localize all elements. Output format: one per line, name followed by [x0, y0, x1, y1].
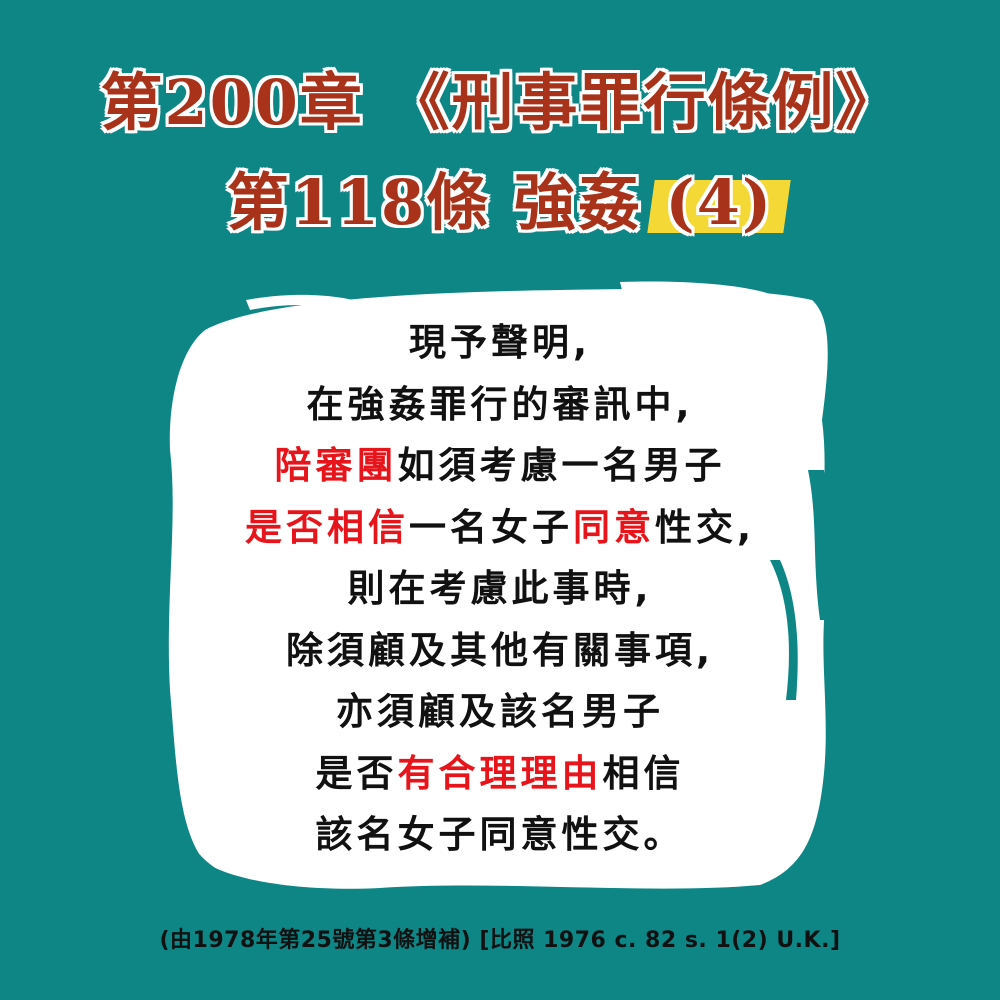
title-part-number: (4): [665, 166, 774, 239]
statement-line: 除須顧及其他有關事項,: [180, 620, 820, 682]
title-line-1: 第200章 《刑事罪行條例》: [100, 66, 900, 139]
statement-line: 則在考慮此事時,: [180, 558, 820, 620]
statement-text: 性交,: [654, 505, 756, 549]
statement-line: 是否有合理理由相信: [180, 743, 820, 805]
statement-text: 該名女子同意性交。: [315, 813, 685, 856]
statement-line: 是否相信一名女子同意性交,: [180, 497, 820, 559]
statement-line: 該名女子同意性交。: [180, 804, 820, 866]
statement-text: 則在考慮此事時,: [347, 567, 653, 610]
emphasis-text: 陪審團: [274, 444, 398, 487]
statement-text: 在強姦罪行的審訊中,: [306, 382, 694, 426]
statement-text: 如須考慮一名男子: [397, 444, 726, 487]
statement-text: 一名女子: [408, 505, 573, 549]
statement-text: 現予聲明,: [408, 321, 592, 364]
statement-text: 亦須顧及該名男子: [336, 690, 664, 733]
statement-line: 現予聲明,: [180, 312, 820, 374]
statement-text: 相信: [602, 751, 685, 795]
statement-text: 除須顧及其他有關事項,: [285, 628, 715, 672]
emphasis-text: 有合理理由: [397, 751, 603, 795]
title-section: 第118條 強姦: [226, 166, 642, 239]
statement-line: 陪審團如須考慮一名男子: [180, 435, 820, 497]
statement-body: 現予聲明, 在強姦罪行的審訊中, 陪審團如須考慮一名男子 是否相信一名女子同意性交, 則…: [180, 312, 820, 866]
statement-line: 在強姦罪行的審訊中,: [180, 374, 820, 436]
emphasis-text: 是否相信: [244, 505, 409, 549]
title-line-2: 第118條 強姦 (4): [0, 152, 1000, 242]
statement-line: 亦須顧及該名男子: [180, 681, 820, 743]
statement-text: 是否: [315, 751, 398, 795]
emphasis-text: 同意: [572, 505, 655, 549]
footer-citation: (由1978年第25號第3條增補) [比照 1976 c. 82 s. 1(2)…: [159, 928, 841, 953]
